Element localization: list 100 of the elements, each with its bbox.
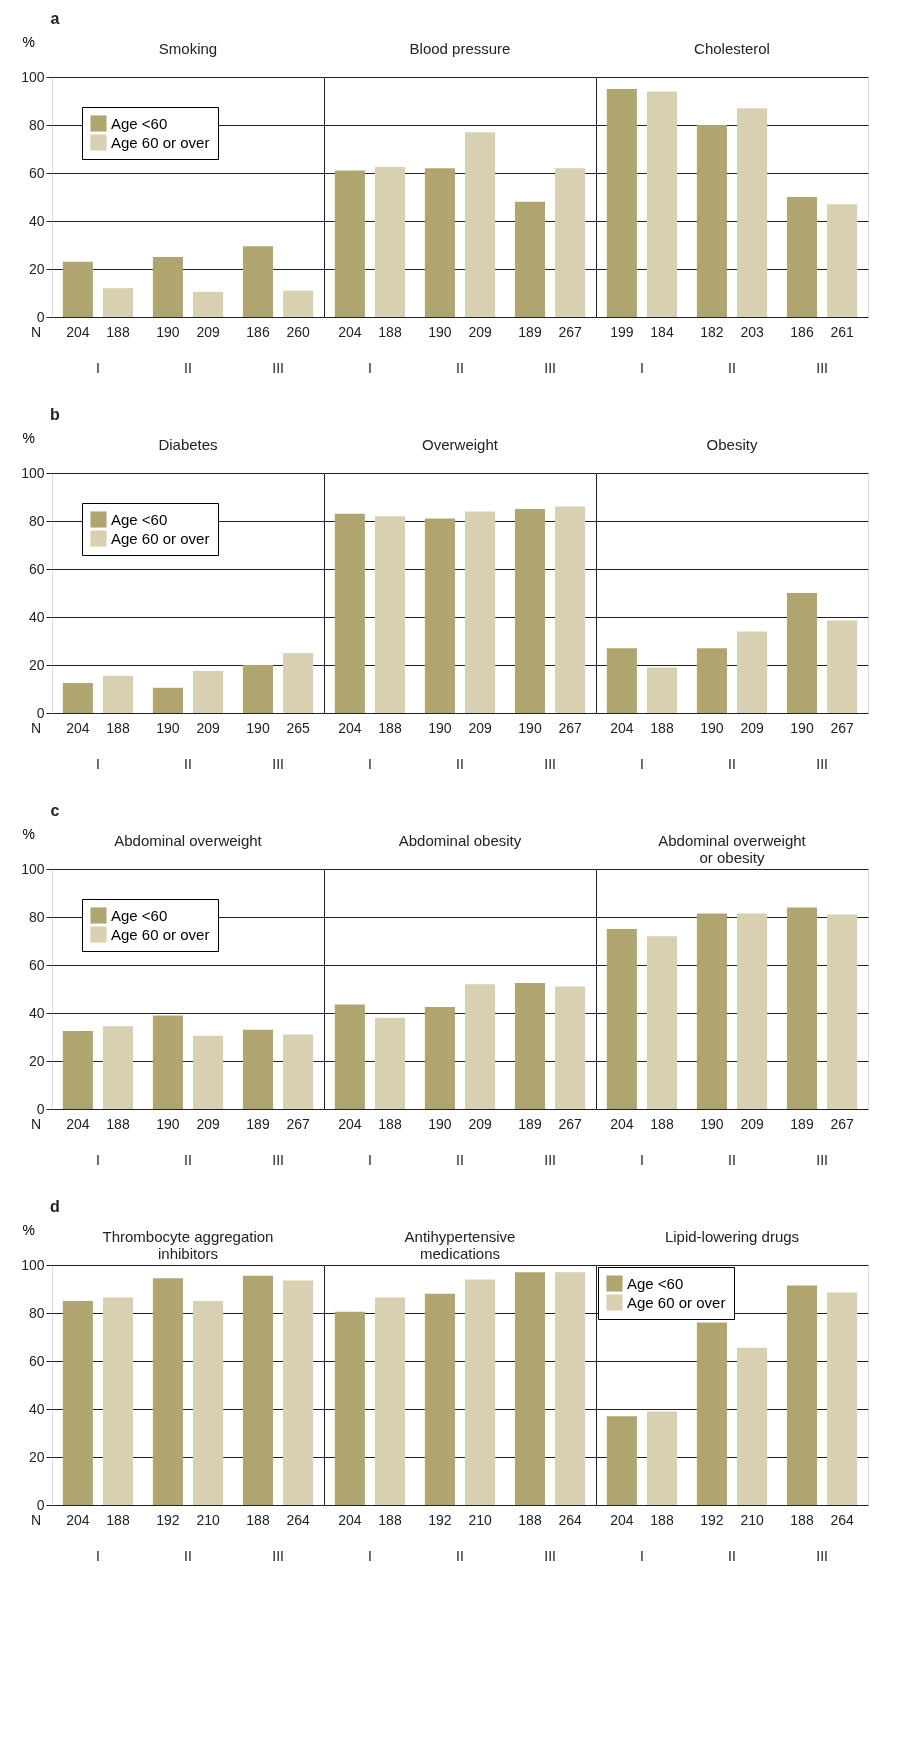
x-tick-label: I	[639, 755, 644, 772]
bar	[555, 168, 586, 317]
y-tick-label: 40	[28, 1004, 45, 1021]
text: 186	[790, 324, 814, 340]
text: 190	[790, 720, 814, 736]
y-tick-label: 40	[28, 1400, 45, 1417]
chart-title: Overweight	[422, 436, 499, 453]
y-tick-label: 40	[28, 608, 45, 625]
x-tick-label: II	[728, 755, 736, 772]
x-tick-label: I	[95, 1547, 100, 1564]
y-tick-label: 80	[28, 1304, 45, 1321]
chart-title: Blood pressure	[409, 40, 511, 57]
y-tick-label: 60	[28, 164, 45, 181]
legend-label: Age 60 or over	[627, 1293, 726, 1311]
text: 204	[66, 324, 90, 340]
x-tick-label: I	[639, 1151, 644, 1168]
x-tick-label: III	[272, 1547, 284, 1564]
y-axis-title: %	[22, 33, 35, 50]
y-tick-label: 80	[28, 908, 45, 925]
bar	[374, 1297, 406, 1505]
y-tick-label: 80	[28, 116, 45, 133]
text: 190	[246, 720, 270, 736]
text: 210	[740, 1512, 764, 1528]
bar	[827, 1292, 858, 1505]
bar	[102, 288, 134, 317]
text: 264	[558, 1512, 583, 1528]
text: 190	[156, 720, 180, 736]
x-tick-label: I	[95, 755, 100, 772]
text: 189	[246, 1116, 270, 1132]
bar	[283, 1034, 314, 1109]
bar	[646, 667, 678, 713]
text: 209	[468, 1116, 492, 1132]
text: 190	[428, 720, 452, 736]
bar	[334, 170, 365, 317]
x-tick-label: II	[728, 1547, 736, 1564]
bar	[465, 1279, 496, 1505]
text: 188	[106, 324, 130, 340]
bar	[514, 983, 546, 1109]
bar	[334, 513, 365, 713]
text: 188	[650, 720, 674, 736]
text: 188	[378, 720, 402, 736]
bar	[606, 648, 637, 713]
x-tick-label: III	[816, 1151, 828, 1168]
text: 192	[700, 1512, 724, 1528]
text: 190	[518, 720, 542, 736]
chart-title: Smoking	[158, 40, 218, 57]
y-tick-label: 0	[36, 704, 45, 721]
text: 204	[338, 720, 362, 736]
text: 188	[246, 1512, 270, 1528]
chart-title: Thrombocyte aggregation inhibitors	[102, 1228, 274, 1262]
legend-label: Age 60 or over	[111, 133, 210, 151]
bar	[786, 593, 818, 713]
text: 190	[700, 1116, 724, 1132]
bar	[193, 1035, 224, 1109]
x-tick-label: I	[639, 359, 644, 376]
x-tick-label: II	[184, 1547, 192, 1564]
bar	[424, 1293, 455, 1505]
text: 188	[650, 1116, 674, 1132]
bar	[696, 1322, 727, 1505]
text: 192	[428, 1512, 452, 1528]
x-tick-label: III	[272, 1151, 284, 1168]
bar	[555, 506, 586, 713]
bar	[827, 204, 858, 317]
bar	[465, 132, 496, 317]
y-tick-label: 100	[21, 860, 45, 877]
text: 209	[196, 1116, 220, 1132]
bar	[696, 648, 727, 713]
legend-label: Age <60	[111, 906, 168, 924]
chart-title: Cholesterol	[694, 40, 770, 57]
text: 267	[558, 1116, 583, 1132]
x-tick-label: III	[544, 755, 556, 772]
chart-title: Abdominal overweight or obesity	[658, 832, 807, 866]
chart-title: Abdominal obesity	[398, 832, 522, 849]
y-tick-label: 20	[28, 260, 45, 277]
bar	[424, 518, 455, 713]
y-tick-label: 20	[28, 1448, 45, 1465]
x-tick-label: I	[367, 359, 372, 376]
text: 267	[286, 1116, 311, 1132]
chart-title: Diabetes	[158, 436, 218, 453]
text: 204	[610, 1512, 634, 1528]
y-tick-label: 20	[28, 656, 45, 673]
bar	[193, 671, 224, 713]
y-tick-label: 0	[36, 308, 45, 325]
text: 190	[156, 1116, 180, 1132]
x-tick-label: III	[544, 359, 556, 376]
text: 182	[700, 324, 724, 340]
bar	[424, 1007, 455, 1109]
bar	[242, 246, 274, 317]
bar	[465, 511, 496, 713]
y-axis-title: %	[22, 1221, 35, 1238]
text: 209	[468, 324, 492, 340]
text: 189	[518, 1116, 542, 1132]
x-tick-label: II	[728, 359, 736, 376]
text: N	[30, 324, 42, 340]
x-tick-label: I	[367, 755, 372, 772]
x-tick-label: III	[272, 755, 284, 772]
bar	[102, 1026, 134, 1109]
text: 267	[830, 1116, 855, 1132]
bar	[465, 984, 496, 1109]
x-tick-label: II	[456, 755, 464, 772]
